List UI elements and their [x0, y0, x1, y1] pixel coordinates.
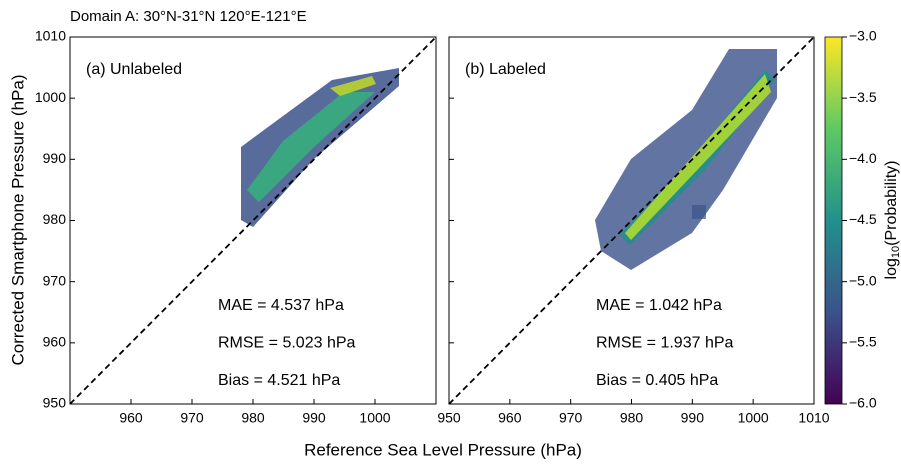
- x-tick-label: 980: [620, 410, 644, 426]
- x-tick-label: 990: [302, 410, 326, 426]
- y-tick-label: 950: [43, 395, 67, 411]
- metric-annotation: Bias = 0.405 hPa: [596, 372, 718, 389]
- diagonal: [448, 36, 815, 405]
- panel-label: (a) Unlabeled: [86, 61, 182, 78]
- colorbar-label-part: log: [883, 258, 900, 279]
- y-tick-label: 1000: [35, 89, 66, 105]
- x-tick-label: 980: [241, 410, 265, 426]
- y-tick-label: 960: [43, 334, 67, 350]
- diagonal: [69, 36, 437, 405]
- figure-title: Domain A: 30°N-31°N 120°E-121°E: [70, 8, 307, 25]
- colorbar-tick-label: −3.0: [849, 28, 877, 44]
- metric-annotation: RMSE = 5.023 hPa: [218, 335, 356, 352]
- metric-annotation: Bias = 4.521 hPa: [218, 372, 340, 389]
- panel-label: (b) Labeled: [465, 61, 546, 78]
- colorbar-tick-label: −3.5: [849, 89, 877, 105]
- y-label: Corrected Smartphone Pressure (hPa): [8, 74, 27, 365]
- colorbar-tick-label: −6.0: [849, 395, 877, 411]
- y-tick-label: 1010: [35, 28, 66, 44]
- x-tick-label: 960: [498, 410, 522, 426]
- y-tick-label: 970: [43, 272, 67, 288]
- x-tick-label: 970: [180, 410, 204, 426]
- y-tick-label: 980: [43, 211, 67, 227]
- x-label: Reference Sea Level Pressure (hPa): [304, 440, 582, 459]
- metric-annotation: RMSE = 1.937 hPa: [596, 335, 734, 352]
- metric-annotation: MAE = 1.042 hPa: [596, 297, 722, 314]
- x-tick-label: 960: [119, 410, 143, 426]
- colorbar-label-part: 10: [890, 246, 901, 258]
- colorbar: [824, 36, 843, 405]
- density-cloud: [241, 68, 399, 227]
- y-tick-label: 990: [43, 150, 67, 166]
- colorbar-label-part: (Probability): [883, 161, 900, 246]
- colorbar-label: log10(Probability): [883, 161, 901, 280]
- density-cloud: [595, 49, 777, 270]
- x-tick-label: 1000: [738, 410, 769, 426]
- x-tick-label: 970: [559, 410, 583, 426]
- metric-annotation: MAE = 4.537 hPa: [218, 297, 344, 314]
- colorbar-tick-label: −4.0: [849, 150, 877, 166]
- colorbar-tick-label: −5.0: [849, 272, 877, 288]
- x-tick-label: 1000: [359, 410, 390, 426]
- x-tick-label: 990: [681, 410, 705, 426]
- colorbar-tick-label: −4.5: [849, 211, 877, 227]
- x-tick-label: 1010: [798, 410, 829, 426]
- colorbar-tick-label: −5.5: [849, 334, 877, 350]
- x-tick-label: 950: [437, 410, 461, 426]
